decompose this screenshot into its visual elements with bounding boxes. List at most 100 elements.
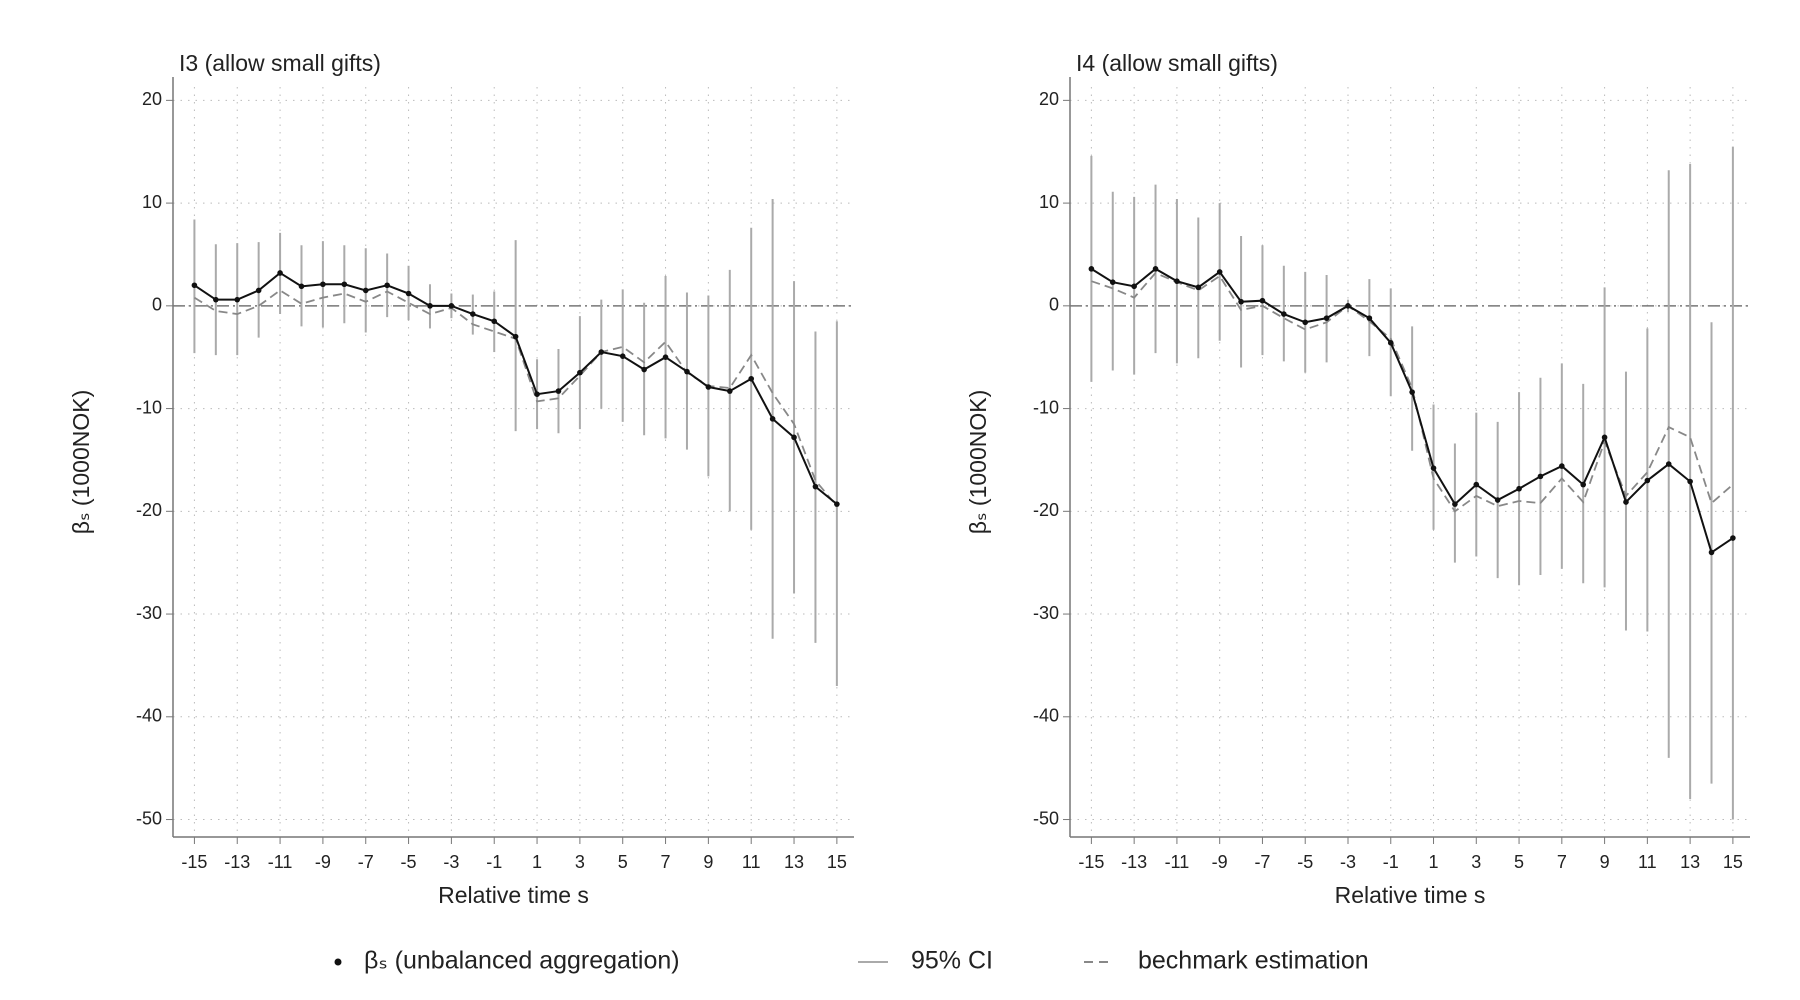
y-tick-label: -30: [136, 603, 162, 623]
beta-point: [448, 303, 455, 309]
beta-point: [277, 270, 283, 276]
y-tick-label: 10: [1039, 192, 1059, 212]
beta-point: [834, 501, 840, 507]
x-tick-label: 5: [618, 852, 628, 872]
y-tick-label: -10: [136, 397, 162, 417]
beta-point: [1537, 473, 1544, 480]
x-tick-label: -3: [1340, 852, 1356, 872]
beta-point: [1152, 266, 1159, 272]
beta-point: [598, 349, 605, 355]
beta-point: [791, 434, 797, 441]
beta-point: [1559, 463, 1565, 469]
x-tick-label: -15: [1078, 852, 1104, 872]
beta-point: [1452, 501, 1458, 507]
beta-point: [1494, 497, 1501, 503]
beta-point: [1131, 283, 1137, 290]
beta-point: [512, 333, 519, 340]
legend-label: βₛ (unbalanced aggregation): [364, 947, 680, 975]
x-axis-label: Relative time s: [1335, 882, 1486, 908]
beta-point: [1174, 278, 1180, 284]
beta-point: [1345, 303, 1351, 309]
x-tick-label: -11: [268, 852, 293, 872]
beta-point: [362, 287, 369, 294]
beta-point: [812, 483, 819, 490]
y-tick-label: -30: [1033, 603, 1059, 623]
y-tick-label: 20: [1039, 89, 1059, 109]
x-tick-label: -5: [401, 852, 417, 872]
x-tick-label: 7: [661, 852, 671, 872]
beta-point: [555, 388, 562, 394]
beta-point: [1088, 266, 1095, 272]
beta-point: [705, 384, 712, 390]
beta-point: [769, 416, 776, 422]
beta-point: [1430, 465, 1437, 471]
beta-point: [1259, 297, 1266, 304]
beta-point: [1323, 315, 1330, 321]
beta-point: [341, 281, 348, 288]
legend-label: 95% CI: [911, 947, 993, 975]
y-tick-label: -20: [136, 500, 162, 520]
y-tick-label: -50: [1033, 808, 1059, 828]
beta-point: [1195, 284, 1202, 291]
x-tick-label: 1: [1429, 852, 1439, 872]
beta-point: [1302, 319, 1309, 326]
beta-point: [1644, 477, 1651, 484]
x-tick-label: 15: [827, 852, 847, 872]
beta-point: [1109, 279, 1116, 286]
beta-point: [213, 296, 219, 303]
x-tick-label: 5: [1514, 852, 1524, 872]
x-tick-label: 9: [1600, 852, 1610, 872]
y-tick-label: 0: [152, 295, 162, 315]
beta-point: [1708, 549, 1715, 556]
beta-point: [641, 366, 647, 373]
beta-point: [384, 282, 390, 289]
y-tick-label: -40: [136, 706, 162, 726]
x-tick-label: 11: [1638, 852, 1657, 872]
x-tick-label: -3: [443, 852, 459, 872]
beta-point: [1623, 499, 1629, 505]
beta-point: [577, 369, 583, 376]
x-tick-label: -9: [1212, 852, 1228, 872]
y-tick-label: -20: [1033, 500, 1059, 520]
x-tick-label: -5: [1297, 852, 1313, 872]
x-tick-label: 13: [1680, 852, 1700, 872]
panel-title: I3 (allow small gifts): [179, 50, 381, 76]
beta-point: [255, 287, 262, 294]
x-tick-label: -15: [181, 852, 207, 872]
beta-point: [1687, 478, 1693, 485]
x-tick-label: 9: [703, 852, 713, 872]
beta-point: [1238, 298, 1244, 305]
x-tick-label: -7: [358, 852, 374, 872]
x-tick-label: -1: [1383, 852, 1399, 872]
beta-point: [662, 354, 669, 361]
x-tick-label: 3: [575, 852, 585, 872]
y-tick-label: 10: [142, 192, 162, 212]
x-tick-label: 3: [1471, 852, 1481, 872]
x-tick-label: -9: [315, 852, 331, 872]
y-axis-label: βₛ (1000NOK): [965, 390, 991, 535]
beta-point: [1665, 461, 1672, 467]
panel-title: I4 (allow small gifts): [1076, 50, 1278, 76]
beta-point: [1387, 340, 1394, 346]
x-axis-label: Relative time s: [438, 882, 589, 908]
beta-point: [1601, 434, 1608, 441]
beta-point: [1473, 481, 1480, 488]
x-tick-label: -1: [486, 852, 502, 872]
beta-point: [534, 391, 540, 397]
beta-point: [320, 281, 326, 288]
x-tick-label: 7: [1557, 852, 1567, 872]
beta-point: [1216, 269, 1223, 275]
legend-marker: [334, 958, 342, 966]
beta-point: [405, 290, 412, 297]
x-tick-label: 15: [1723, 852, 1743, 872]
x-tick-label: -7: [1254, 852, 1270, 872]
beta-point: [1366, 315, 1373, 321]
beta-point: [470, 311, 476, 317]
beta-point: [1409, 389, 1415, 395]
x-tick-label: -13: [224, 852, 250, 872]
beta-point: [619, 353, 626, 359]
beta-point: [234, 296, 241, 303]
beta-point: [491, 318, 498, 325]
y-tick-label: -10: [1033, 397, 1059, 417]
